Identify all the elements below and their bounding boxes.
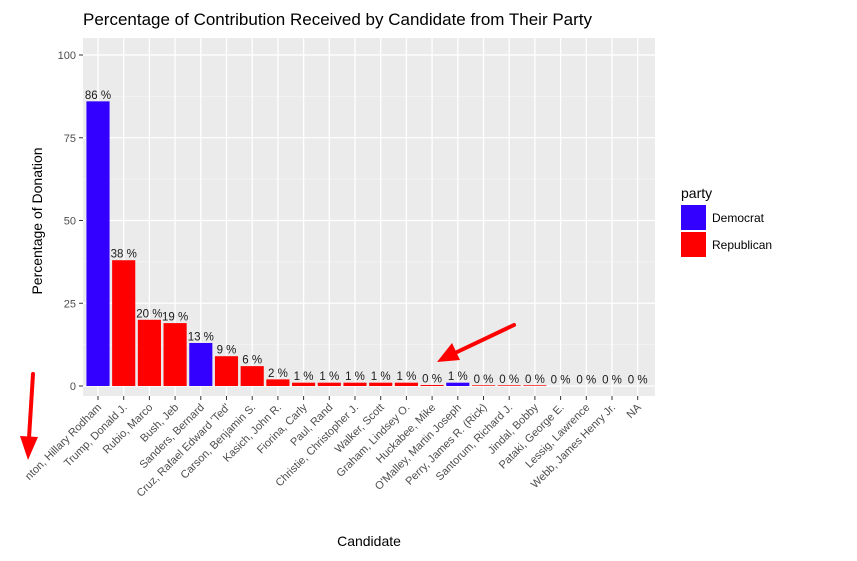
data-label: 1 % bbox=[294, 371, 314, 383]
data-label: 19 % bbox=[162, 312, 188, 324]
data-label: 0 % bbox=[422, 374, 442, 386]
data-label: 1 % bbox=[448, 371, 468, 383]
legend: party Democrat Republican bbox=[681, 185, 772, 257]
data-label: 1 % bbox=[345, 371, 365, 383]
y-tick-label: 0 bbox=[70, 381, 76, 393]
data-label: 0 % bbox=[499, 374, 519, 386]
bar bbox=[317, 382, 341, 386]
data-label: 38 % bbox=[111, 249, 137, 261]
bar bbox=[266, 379, 290, 386]
data-labels: 86 % 38 % 20 % 19 %13 %9 % 6 % 2 % 1 % 1 % 1 % 1 … bbox=[85, 90, 648, 387]
bar bbox=[112, 260, 136, 386]
annotation-arrow-huckabee bbox=[437, 323, 516, 362]
data-label: 6 % bbox=[242, 355, 262, 367]
x-axis-title: Candidate bbox=[337, 533, 401, 549]
bar bbox=[523, 385, 547, 386]
y-axis: 0 25 50 75 100 bbox=[58, 50, 83, 393]
bar bbox=[446, 382, 470, 386]
data-label: 0 % bbox=[602, 375, 622, 387]
data-label: 0 % bbox=[576, 375, 596, 387]
y-tick-label: 75 bbox=[64, 133, 76, 145]
data-label: 86 % bbox=[85, 90, 111, 102]
legend-swatch-republican bbox=[681, 232, 706, 257]
bar bbox=[163, 323, 187, 386]
bar bbox=[292, 382, 316, 386]
bar bbox=[497, 385, 521, 386]
y-tick-label: 100 bbox=[58, 50, 76, 62]
bars bbox=[86, 101, 547, 386]
x-tick-label: NA bbox=[625, 401, 645, 421]
data-label: 20 % bbox=[136, 308, 162, 320]
bar bbox=[240, 366, 264, 386]
bar bbox=[86, 101, 110, 386]
data-label: 9 % bbox=[217, 345, 237, 357]
chart-title: Percentage of Contribution Received by C… bbox=[83, 10, 593, 29]
data-label: 1 % bbox=[371, 371, 391, 383]
data-label: 0 % bbox=[628, 375, 648, 387]
y-axis-title: Percentage of Donation bbox=[29, 147, 45, 294]
legend-swatch-democrat bbox=[681, 205, 706, 230]
annotation-arrow-truncated-label bbox=[20, 372, 38, 460]
y-tick-label: 25 bbox=[64, 298, 76, 310]
data-label: 13 % bbox=[188, 331, 214, 343]
legend-label-democrat: Democrat bbox=[712, 211, 765, 225]
data-label: 0 % bbox=[474, 374, 494, 386]
bar bbox=[214, 356, 239, 386]
y-tick-label: 50 bbox=[64, 216, 76, 228]
bar bbox=[369, 382, 393, 386]
bar bbox=[137, 319, 161, 386]
bar bbox=[343, 382, 367, 386]
data-label: 1 % bbox=[396, 371, 416, 383]
bar bbox=[471, 385, 496, 386]
data-label: 0 % bbox=[551, 375, 571, 387]
bar bbox=[189, 342, 213, 386]
data-label: 1 % bbox=[319, 371, 339, 383]
data-label: 0 % bbox=[525, 374, 545, 386]
legend-title: party bbox=[681, 185, 712, 201]
bar bbox=[420, 385, 444, 386]
bar bbox=[394, 382, 418, 386]
legend-label-republican: Republican bbox=[712, 238, 772, 252]
data-label: 2 % bbox=[268, 368, 288, 380]
